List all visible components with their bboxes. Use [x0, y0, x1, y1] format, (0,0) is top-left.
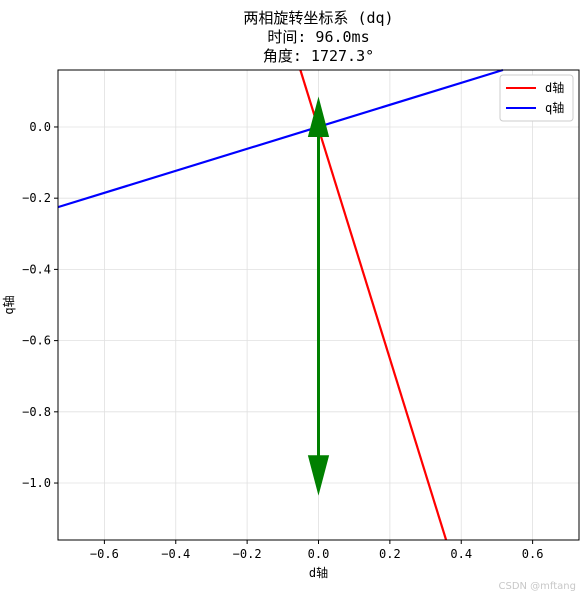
y-tick-label: −0.8	[22, 405, 51, 419]
y-tick-label: 0.0	[29, 120, 51, 134]
y-ticks: 0.0 −0.2 −0.4 −0.6 −0.8 −1.0	[22, 120, 58, 490]
y-tick-label: −1.0	[22, 476, 51, 490]
x-tick-label: 0.4	[450, 547, 472, 561]
y-tick-label: −0.6	[22, 334, 51, 348]
x-tick-label: 0.0	[308, 547, 330, 561]
y-tick-label: −0.4	[22, 262, 51, 276]
y-axis-label: q轴	[1, 295, 16, 314]
green-vector-2	[307, 126, 330, 496]
vector-layer	[307, 96, 330, 496]
legend-box	[499, 74, 574, 122]
x-tick-label: 0.2	[379, 547, 401, 561]
series-line-q-axis	[57, 68, 504, 209]
x-ticks: −0.6 −0.4 −0.2 0.0 0.2 0.4 0.6	[90, 540, 544, 561]
series-layer	[57, 68, 504, 541]
legend-label-q: q轴	[545, 100, 564, 115]
x-axis-label: d轴	[309, 565, 328, 580]
series-line-d-axis	[299, 69, 448, 541]
title-line-1: 两相旋转坐标系 (dq)	[243, 9, 393, 27]
legend: d轴 q轴	[499, 74, 574, 122]
x-tick-label: −0.4	[161, 547, 190, 561]
x-tick-label: 0.6	[522, 547, 544, 561]
title-line-2: 时间: 96.0ms	[267, 28, 369, 46]
x-tick-label: −0.6	[90, 547, 119, 561]
y-tick-label: −0.2	[22, 191, 51, 205]
watermark: CSDN @mftang	[498, 581, 576, 592]
chart-title: 两相旋转坐标系 (dq) 时间: 96.0ms 角度: 1727.3°	[243, 9, 393, 65]
x-tick-label: −0.2	[233, 547, 262, 561]
vector-arrowhead	[307, 455, 330, 496]
title-line-3: 角度: 1727.3°	[263, 47, 374, 65]
legend-label-d: d轴	[545, 80, 564, 95]
